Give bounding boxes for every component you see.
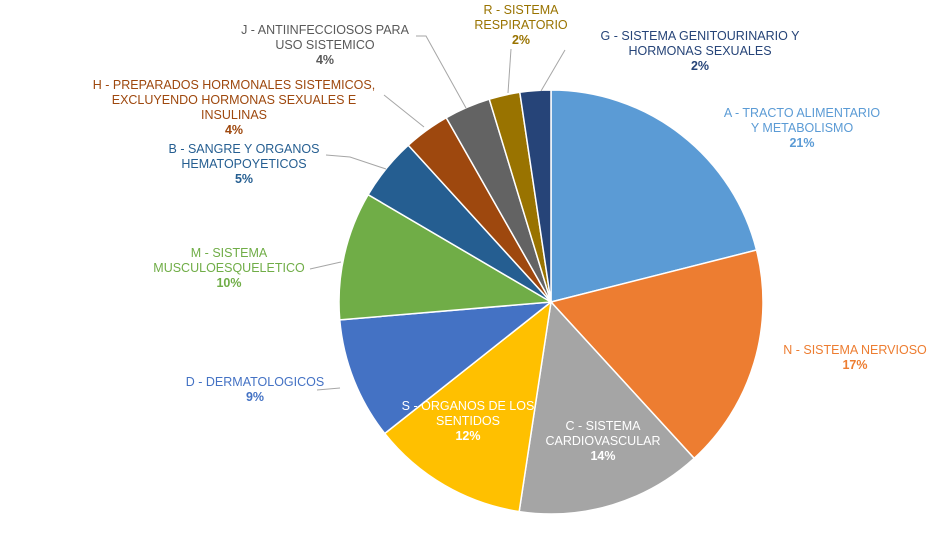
data-label-category-line: C - SISTEMA	[565, 419, 641, 433]
data-label-percent: 2%	[512, 33, 530, 47]
data-label-category-line: A - TRACTO ALIMENTARIO	[724, 106, 881, 120]
data-label-category-line: R - SISTEMA	[483, 3, 559, 17]
pie-slice-c	[518, 300, 696, 515]
leader-line-g	[540, 49, 566, 92]
data-label-category-line: HORMONAS SEXUALES	[628, 44, 771, 58]
data-label-percent: 12%	[455, 429, 480, 443]
data-label-h: H - PREPARADOS HORMONALES SISTEMICOS,EXC…	[93, 78, 375, 137]
data-label-category-line: Y METABOLISMO	[751, 121, 854, 135]
data-label-category-line: B - SANGRE Y ORGANOS	[169, 142, 320, 156]
pie-slice-n	[549, 249, 764, 460]
data-label-category-line: M - SISTEMA	[191, 246, 268, 260]
data-label-percent: 17%	[842, 358, 867, 372]
leader-line-m	[309, 261, 342, 270]
leader-line-b	[325, 154, 387, 170]
data-label-category-line: H - PREPARADOS HORMONALES SISTEMICOS,	[93, 78, 375, 92]
data-label-category-line: USO SISTEMICO	[275, 38, 375, 52]
pie-slice-s	[383, 300, 553, 513]
leader-lines	[309, 35, 566, 391]
data-label-percent: 10%	[216, 276, 241, 290]
data-label-category-line: INSULINAS	[201, 108, 267, 122]
data-label-percent: 21%	[789, 136, 814, 150]
data-label-category-line: D - DERMATOLOGICOS	[186, 375, 324, 389]
data-label-percent: 4%	[225, 123, 243, 137]
data-label-percent: 2%	[691, 59, 709, 73]
pie-slice-g	[518, 89, 552, 303]
data-label-category-line: EXCLUYENDO HORMONAS SEXUALES E	[112, 93, 357, 107]
leader-line-j	[416, 35, 467, 109]
data-label-category-line: J - ANTIINFECCIOSOS PARA	[241, 23, 410, 37]
data-label-percent: 4%	[316, 53, 334, 67]
leader-line-d	[316, 387, 341, 391]
pie-slices	[338, 89, 764, 515]
data-label-category-line: RESPIRATORIO	[474, 18, 568, 32]
data-label-percent: 14%	[590, 449, 615, 463]
data-label-percent: 9%	[246, 390, 264, 404]
data-label-category-line: G - SISTEMA GENITOURINARIO Y	[601, 29, 801, 43]
data-label-category-line: S - ORGANOS DE LOS	[402, 399, 535, 413]
data-label-category-line: SENTIDOS	[436, 414, 500, 428]
pie-slice-m	[338, 193, 554, 321]
data-label-percent: 5%	[235, 172, 253, 186]
pie-slice-a	[550, 89, 758, 303]
data-label-category-line: CARDIOVASCULAR	[545, 434, 660, 448]
data-label-category-line: MUSCULOESQUELETICO	[153, 261, 305, 275]
leader-line-h	[383, 94, 425, 128]
leader-line-r	[507, 48, 512, 94]
data-label-category-line: N - SISTEMA NERVIOSO	[783, 343, 927, 357]
pie-slice-d	[338, 301, 554, 435]
data-label-category-line: HEMATOPOYETICOS	[181, 157, 306, 171]
